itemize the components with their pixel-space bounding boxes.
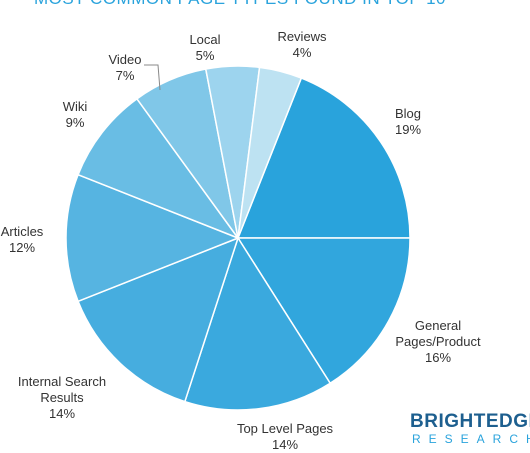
value-label: 7% [115,68,135,83]
pie-slice [236,237,411,385]
slice-label: Top Level Pages 14% [215,421,355,453]
category-label: Wiki [62,99,88,114]
slice-label: Wiki 9% [55,99,95,131]
slice-label: Reviews 4% [272,29,332,61]
value-label: 12% [8,240,36,255]
category-label: Internal Search Results [17,374,107,405]
pie-slice [77,236,240,403]
value-label: 9% [65,115,85,130]
value-label: 19% [394,122,422,137]
slice-label: Internal Search Results 14% [2,374,122,422]
slice-label: Articles 12% [0,224,57,256]
slice-label: Blog 19% [378,106,438,138]
category-label: Video [108,52,142,67]
pie-slice [65,173,241,303]
pie-slice [77,97,241,240]
pie-slice [183,236,332,411]
chart [65,64,411,411]
slice-label: Local 5% [185,32,225,64]
slice-label: Video 7% [105,52,145,84]
logo: BRIGHTEDGE [410,411,530,432]
category-label: Articles [0,224,44,239]
value-label: 14% [48,406,76,421]
category-label: Top Level Pages [236,421,334,436]
chart-title: MOST COMMON PAGE TYPES FOUND IN TOP 10 [0,0,480,9]
value-label: 4% [292,45,312,60]
category-label: Reviews [277,29,327,44]
value-label: 5% [195,48,215,63]
leader-line [144,64,161,91]
category-label: General Pages/Product [395,318,481,349]
pie-slice [237,66,303,239]
pie-slice [236,77,411,239]
category-label: Blog [394,106,422,121]
value-label: 16% [424,350,452,365]
category-label: Local [189,32,221,47]
value-label: 14% [271,437,299,452]
slice-label: General Pages/Product 16% [383,318,493,366]
logo-subtitle: RESEARCH [412,432,530,446]
